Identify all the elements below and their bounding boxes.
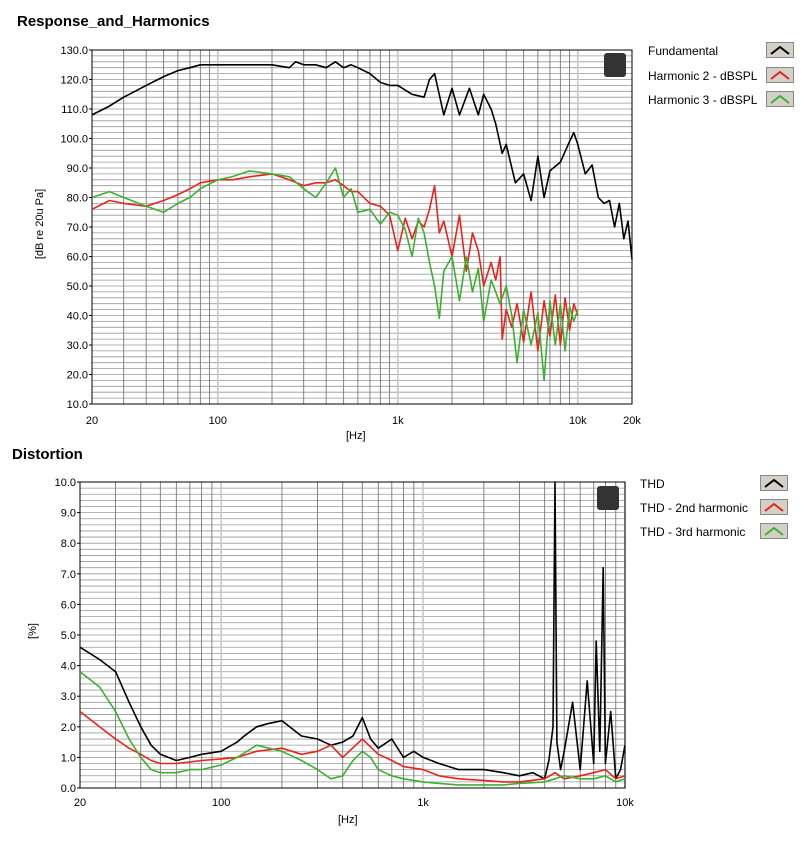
resp-ytick-label: 130.0 <box>60 45 88 57</box>
resp-plot-area <box>91 49 633 405</box>
dist-xtick-label: 1k <box>417 797 429 809</box>
legend-thd-2nd: THD - 2nd harmonic <box>640 501 749 515</box>
resp-ytick-label: 30.0 <box>67 340 88 352</box>
legend-harmonic3-swatch[interactable] <box>766 91 794 107</box>
dist-ytick-label: 6.0 <box>61 599 76 611</box>
resp-ytick-label: 50.0 <box>67 281 88 293</box>
legend-harmonic2: Harmonic 2 - dBSPL <box>648 69 758 83</box>
legend-swatch-line <box>770 94 790 104</box>
legend-fundamental: Fundamental <box>648 44 719 58</box>
legend-thd-3rd: THD - 3rd harmonic <box>640 525 746 539</box>
legend-thd: THD <box>640 477 665 491</box>
resp-xtick-label: 100 <box>209 415 227 427</box>
dist-series-thd-3rd-harmonic <box>79 671 626 786</box>
chart2-title: Distortion <box>12 446 83 463</box>
legend-swatch-line <box>764 526 784 536</box>
dist-ytick-label: 5.0 <box>61 630 76 642</box>
dist-xtick-label: 20 <box>74 797 86 809</box>
legend-swatch-line <box>770 70 790 80</box>
legend-fundamental-swatch[interactable] <box>766 42 794 58</box>
resp-series-fundamental <box>91 60 633 260</box>
chart2-xlabel: [Hz] <box>338 814 358 826</box>
resp-ytick-label: 40.0 <box>67 311 88 323</box>
dist-plot-area <box>79 481 626 789</box>
resp-xtick-label: 10k <box>569 415 587 427</box>
dist-ytick-label: 1.0 <box>61 752 76 764</box>
legend-thd-3rd-swatch[interactable] <box>760 523 788 539</box>
dist-series-thd <box>79 481 626 780</box>
legend-swatch-line <box>770 45 790 55</box>
resp-xtick-label: 20k <box>623 415 641 427</box>
dist-ytick-label: 8.0 <box>61 538 76 550</box>
resp-xtick-label: 20 <box>86 415 98 427</box>
dist-xtick-label: 100 <box>212 797 230 809</box>
resp-ytick-label: 110.0 <box>61 104 88 116</box>
resp-ytick-label: 60.0 <box>67 252 88 264</box>
chart2-ylabel: [%] <box>27 623 39 639</box>
dist-ytick-label: 2.0 <box>61 722 76 734</box>
chart2-tool-icon[interactable] <box>597 486 619 510</box>
resp-ytick-label: 70.0 <box>67 222 88 234</box>
dist-ytick-label: 3.0 <box>61 691 76 703</box>
resp-ytick-label: 100.0 <box>60 134 88 146</box>
dist-ytick-label: 4.0 <box>61 661 76 673</box>
legend-thd-2nd-swatch[interactable] <box>760 499 788 515</box>
dist-ytick-label: 7.0 <box>61 569 76 581</box>
dist-ytick-label: 0.0 <box>61 783 76 795</box>
dist-xtick-label: 10k <box>616 797 634 809</box>
chart1-tool-icon[interactable] <box>604 53 626 77</box>
chart1-title: Response_and_Harmonics <box>17 13 210 30</box>
resp-ytick-label: 90.0 <box>67 163 88 175</box>
legend-harmonic3: Harmonic 3 - dBSPL <box>648 93 758 107</box>
resp-ytick-label: 20.0 <box>67 370 88 382</box>
dist-series-thd-2nd-harmonic <box>79 710 626 783</box>
chart1-xlabel: [Hz] <box>346 430 366 442</box>
resp-series-harmonic-3-dbspl <box>91 167 579 382</box>
resp-xtick-label: 1k <box>392 415 404 427</box>
chart1-ylabel: [dB re 20u Pa] <box>34 188 46 260</box>
resp-ytick-label: 10.0 <box>67 399 88 411</box>
resp-ytick-label: 80.0 <box>67 193 88 205</box>
dist-ytick-label: 10.0 <box>55 477 76 489</box>
legend-harmonic2-swatch[interactable] <box>766 67 794 83</box>
legend-thd-swatch[interactable] <box>760 475 788 491</box>
dist-ytick-label: 9.0 <box>61 508 76 520</box>
legend-swatch-line <box>764 502 784 512</box>
legend-swatch-line <box>764 478 784 488</box>
resp-series-harmonic-2-dbspl <box>91 173 579 352</box>
resp-ytick-label: 120.0 <box>60 75 88 87</box>
